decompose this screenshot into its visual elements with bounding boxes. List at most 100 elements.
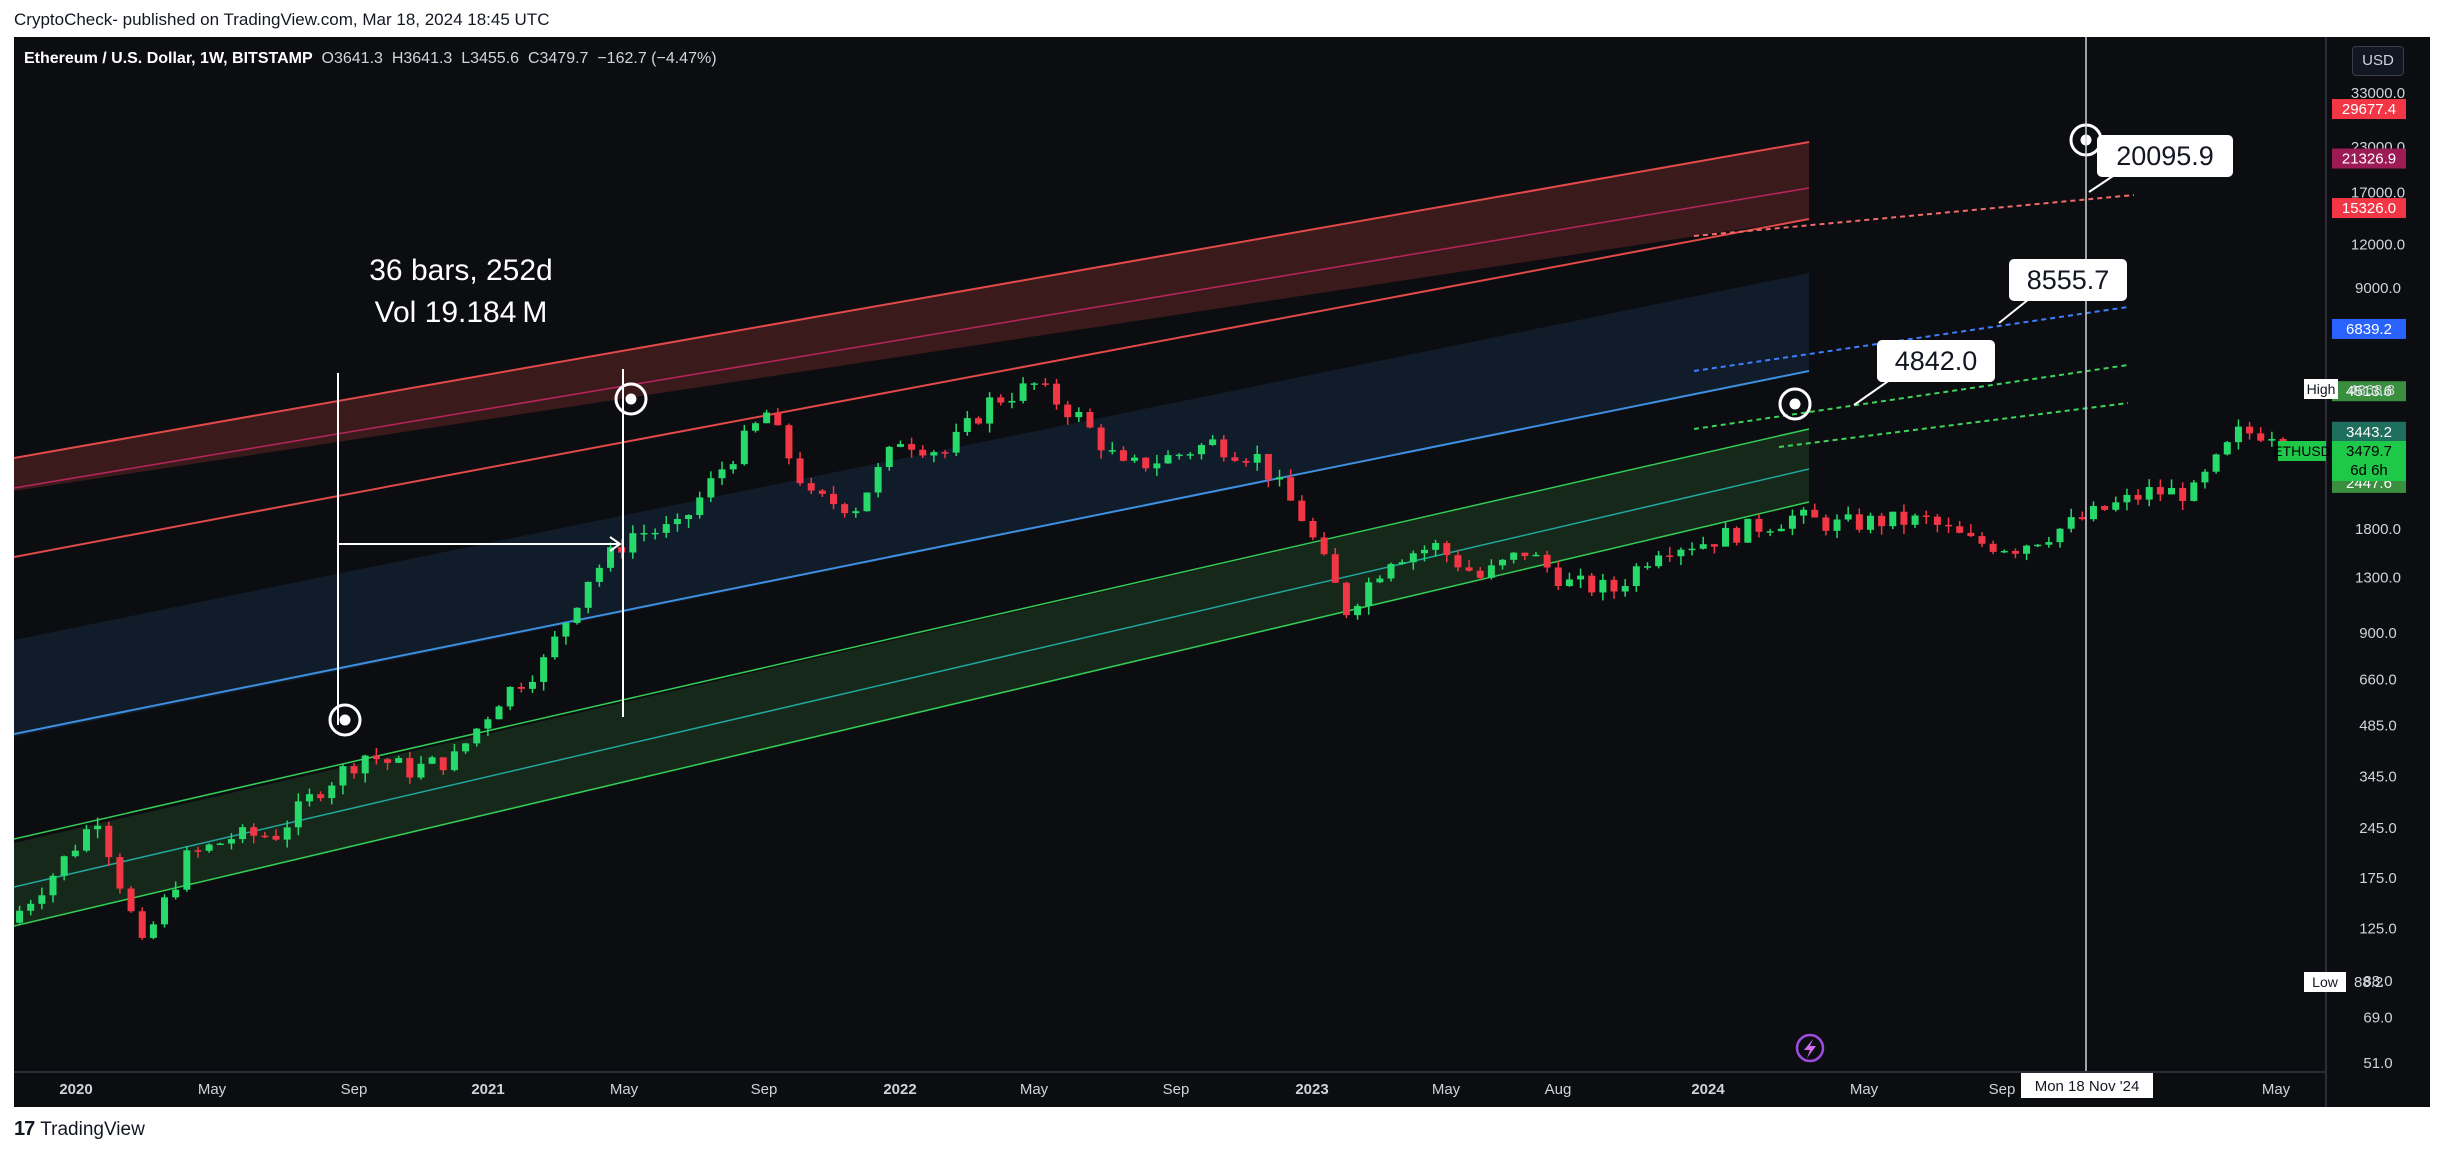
time-scale[interactable]: 2020 May Sep 2021 May Sep 2022 May Sep 2023 May Aug… [14,1071,2326,1098]
candle [1153,454,1161,476]
marker-circle-2020 [328,703,362,737]
candle [573,607,581,625]
candle [372,747,380,765]
candle [1543,550,1551,573]
candle [1242,458,1250,467]
candle [94,817,102,839]
channel-bands [14,142,1809,926]
price-tag: 21326.9 [2332,148,2406,169]
svg-text:High: High [2307,381,2336,397]
candle [2000,549,2008,554]
candle [1053,378,1061,410]
measure-tool [337,369,624,725]
candle [417,756,425,780]
teal-mid-line [14,468,1810,888]
candle [227,833,235,850]
x-tick-label: 2022 [883,1081,916,1098]
red-lower-line [14,218,1810,558]
candle [1030,382,1038,390]
candle [161,894,169,928]
candle [1722,522,1730,547]
callout-4842[interactable]: 4842.0 [1853,340,1995,406]
currency-button[interactable]: USD [2352,46,2404,76]
candle [172,881,180,900]
price-chart[interactable]: 36 bars, 252d Vol 19.184 M 20095.9 8555.… [14,37,2430,1107]
candle [595,564,603,587]
candle [16,905,24,924]
price-scale[interactable]: 51.0 69.0 88.0 125.0 175.0 245.0 345.0 485.0 660… [2273,37,2406,1107]
y-tick-label: 485.0 [2359,717,2397,734]
candle [2056,528,2064,548]
candle [941,450,949,459]
candle [283,820,291,848]
candle [384,758,392,771]
x-tick-label: 2023 [1295,1081,1328,1098]
tradingview-brand: TradingView [40,1118,145,1140]
y-tick-label: 88.0 [2363,973,2392,990]
legend-high: H3641.3 [391,50,453,67]
svg-text:15326.0: 15326.0 [2342,200,2396,217]
candle [194,846,202,858]
candle [1521,552,1529,561]
candle [2179,482,2187,511]
candle [540,654,548,691]
x-tick-label: 2024 [1691,1081,1725,1098]
y-tick-label: 175.0 [2359,870,2397,887]
candle [2212,453,2220,474]
candle [138,907,146,940]
svg-text:6d 6h: 6d 6h [2350,462,2388,479]
candle [450,743,458,772]
red-mid-line [14,187,1810,489]
candle [818,488,826,497]
candle [651,528,659,540]
candle [774,407,782,426]
lightning-icon[interactable] [1795,1033,1825,1063]
candle [38,887,46,910]
candle [1565,572,1573,587]
candle [618,539,626,559]
candle [863,492,871,512]
red-band [14,142,1809,491]
y-tick-label: 660.0 [2359,671,2397,688]
candle [707,471,715,503]
svg-text:ETHUSD: ETHUSD [2273,443,2331,459]
candle [2223,440,2231,456]
candle [2190,480,2198,502]
x-tick-label: May [1850,1081,1879,1098]
y-tick-label: 9000.0 [2355,280,2401,297]
x-tick-label: Sep [341,1081,368,1098]
candle [1599,573,1607,601]
marker-circle-2024 [1778,387,1812,421]
candle [896,440,904,448]
candle [1710,544,1718,554]
measure-label-vol: Vol 19.184 M [375,296,548,329]
published-caption: CryptoCheck- published on TradingView.co… [14,10,550,29]
candle [1131,454,1139,464]
candle [885,445,893,471]
callout-8555[interactable]: 8555.7 [1998,259,2127,324]
candle [1264,453,1272,488]
x-tick-label: Sep [751,1081,778,1098]
candle [1041,377,1049,387]
candle [1086,408,1094,429]
candle [2145,479,2153,507]
y-tick-label: 12000.0 [2351,237,2405,254]
blue-upper-line [14,370,1810,735]
candle [1744,518,1752,543]
candle [729,460,737,474]
candle [673,513,681,532]
candle [1298,495,1306,522]
svg-text:3443.2: 3443.2 [2346,424,2392,441]
candle [1655,550,1663,569]
candle [1755,513,1763,538]
green-projection-lower [1778,402,2129,448]
chart-panel[interactable]: 36 bars, 252d Vol 19.184 M 20095.9 8555.… [14,37,2430,1107]
candle [1610,576,1618,599]
candle [1766,528,1774,537]
candle [205,843,213,853]
candle [1532,551,1540,557]
candle [1889,511,1897,530]
legend-open: O3641.3 [321,50,383,67]
callout-20095[interactable]: 20095.9 [2088,135,2233,193]
candle [640,524,648,542]
